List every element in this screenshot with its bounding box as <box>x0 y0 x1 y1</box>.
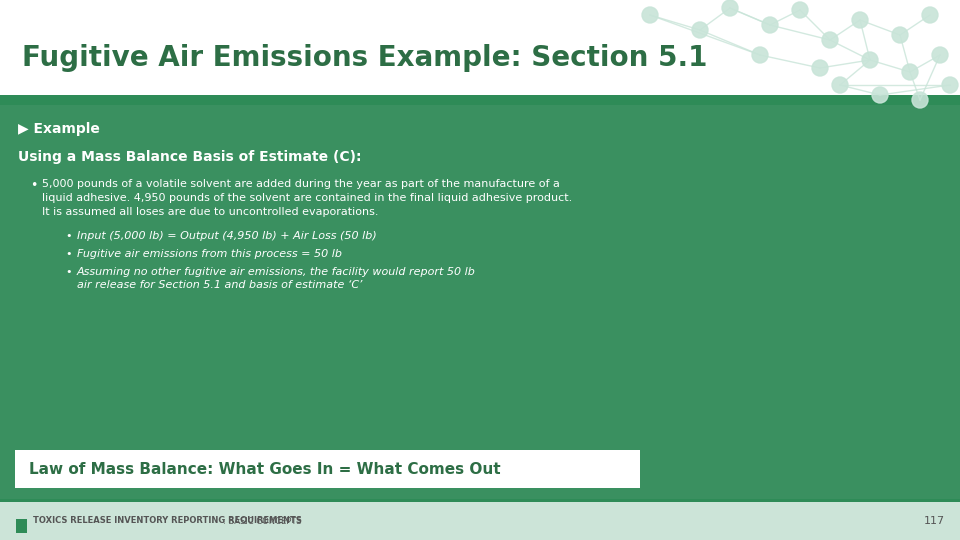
Bar <box>0 500 960 540</box>
Text: •: • <box>30 179 37 192</box>
Circle shape <box>852 12 868 28</box>
Circle shape <box>822 32 838 48</box>
Text: ▶ Example: ▶ Example <box>18 122 100 136</box>
Circle shape <box>922 7 938 23</box>
Bar <box>0 0 960 105</box>
Text: Fugitive air emissions from this process = 50 lb: Fugitive air emissions from this process… <box>77 249 342 259</box>
Bar <box>16 519 27 533</box>
Text: air release for Section 5.1 and basis of estimate ‘C’: air release for Section 5.1 and basis of… <box>77 280 362 290</box>
Circle shape <box>692 22 708 38</box>
Circle shape <box>832 77 848 93</box>
Circle shape <box>762 17 778 33</box>
Bar <box>0 95 960 105</box>
Circle shape <box>722 0 738 16</box>
Text: Input (5,000 lb) = Output (4,950 lb) + Air Loss (50 lb): Input (5,000 lb) = Output (4,950 lb) + A… <box>77 231 376 241</box>
Circle shape <box>942 77 958 93</box>
Text: Law of Mass Balance: What Goes In = What Comes Out: Law of Mass Balance: What Goes In = What… <box>29 462 500 476</box>
Text: Assuming no other fugitive air emissions, the facility would report 50 lb: Assuming no other fugitive air emissions… <box>77 267 476 277</box>
Circle shape <box>872 87 888 103</box>
Text: •: • <box>65 231 72 241</box>
Text: Fugitive Air Emissions Example: Section 5.1: Fugitive Air Emissions Example: Section … <box>22 44 708 71</box>
Text: : BASIC CONCEPTS: : BASIC CONCEPTS <box>224 516 302 525</box>
Circle shape <box>642 7 658 23</box>
Circle shape <box>812 60 828 76</box>
Text: liquid adhesive. 4,950 pounds of the solvent are contained in the final liquid a: liquid adhesive. 4,950 pounds of the sol… <box>42 193 572 203</box>
Bar <box>0 105 960 500</box>
Circle shape <box>862 52 878 68</box>
Circle shape <box>892 27 908 43</box>
Text: 5,000 pounds of a volatile solvent are added during the year as part of the manu: 5,000 pounds of a volatile solvent are a… <box>42 179 560 189</box>
Text: Using a Mass Balance Basis of Estimate (C):: Using a Mass Balance Basis of Estimate (… <box>18 150 362 164</box>
Circle shape <box>752 47 768 63</box>
Text: TOXICS RELEASE INVENTORY REPORTING REQUIREMENTS: TOXICS RELEASE INVENTORY REPORTING REQUI… <box>33 516 301 525</box>
Bar <box>0 499 960 502</box>
Text: •: • <box>65 267 72 277</box>
Bar <box>15 450 640 488</box>
Text: 117: 117 <box>924 516 945 526</box>
Text: •: • <box>65 249 72 259</box>
Text: It is assumed all loses are due to uncontrolled evaporations.: It is assumed all loses are due to uncon… <box>42 207 378 217</box>
Circle shape <box>912 92 928 108</box>
Circle shape <box>902 64 918 80</box>
Circle shape <box>932 47 948 63</box>
Circle shape <box>792 2 808 18</box>
